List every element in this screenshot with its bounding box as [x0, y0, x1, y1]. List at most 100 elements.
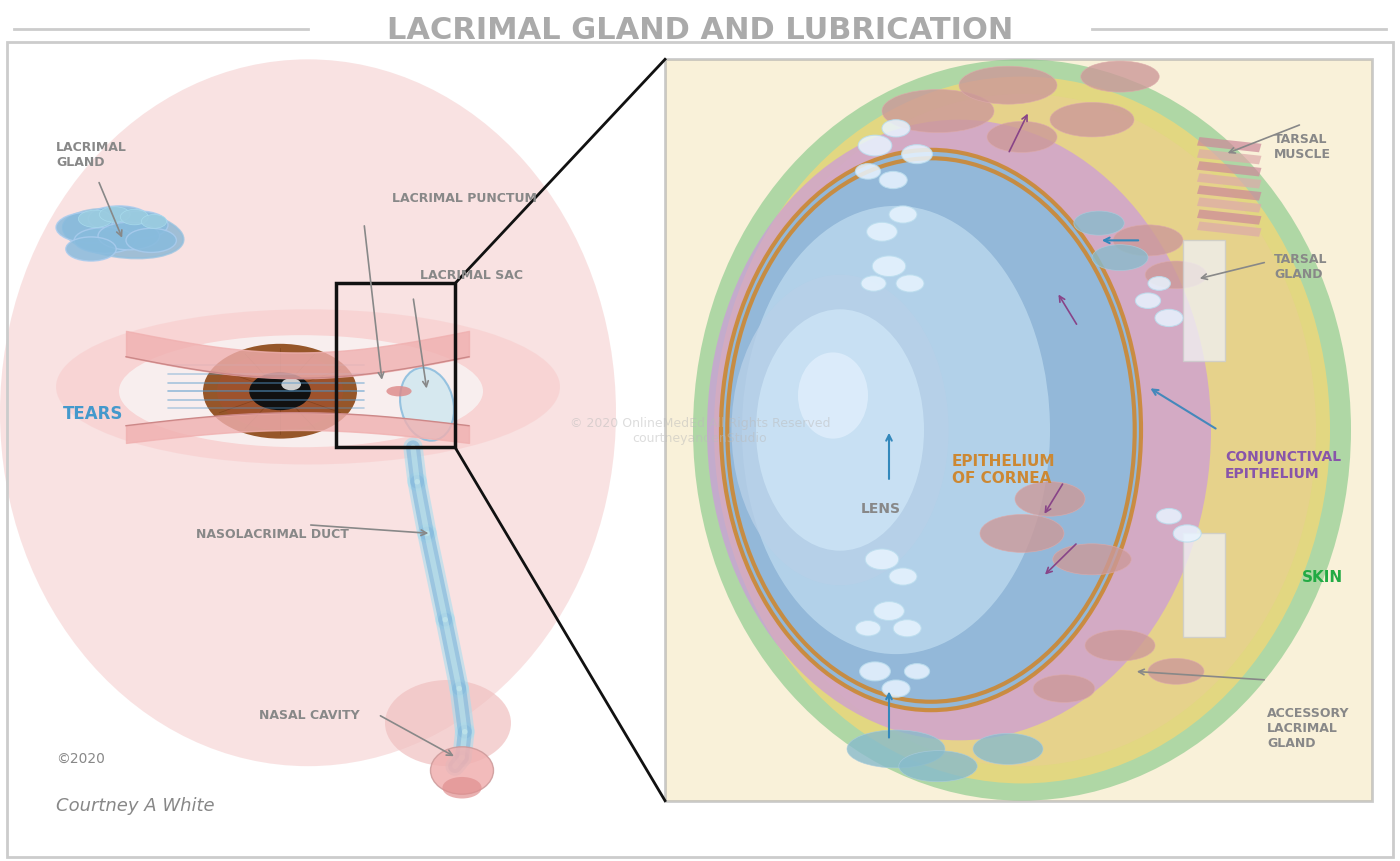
Ellipse shape	[882, 90, 994, 133]
Ellipse shape	[714, 77, 1330, 784]
Circle shape	[855, 164, 881, 180]
Ellipse shape	[1033, 675, 1095, 703]
Text: © 2020 OnlineMedEd All Rights Reserved
courtneyandenStudio: © 2020 OnlineMedEd All Rights Reserved c…	[570, 417, 830, 444]
Ellipse shape	[693, 60, 1351, 801]
Circle shape	[855, 621, 881, 636]
Text: TEARS: TEARS	[63, 405, 123, 422]
Circle shape	[1135, 294, 1161, 309]
Circle shape	[861, 276, 886, 292]
Text: SKIN: SKIN	[1302, 569, 1343, 585]
Circle shape	[281, 379, 301, 391]
Ellipse shape	[1074, 212, 1124, 236]
Bar	[1197, 198, 1261, 214]
Ellipse shape	[1015, 482, 1085, 517]
Circle shape	[860, 662, 890, 681]
Ellipse shape	[731, 276, 949, 585]
Ellipse shape	[899, 751, 977, 782]
Circle shape	[1148, 277, 1170, 291]
Ellipse shape	[56, 310, 560, 465]
Bar	[1197, 174, 1261, 189]
Circle shape	[867, 223, 897, 242]
Ellipse shape	[1053, 544, 1131, 575]
Ellipse shape	[728, 95, 1316, 766]
Ellipse shape	[63, 209, 183, 259]
Circle shape	[249, 373, 311, 411]
Text: CONJUNCTIVAL
EPITHELIUM: CONJUNCTIVAL EPITHELIUM	[1225, 449, 1341, 480]
Ellipse shape	[1145, 262, 1207, 289]
Ellipse shape	[756, 310, 924, 551]
Circle shape	[858, 136, 892, 157]
Bar	[1183, 241, 1225, 362]
Circle shape	[889, 568, 917, 585]
Text: LACRIMAL GLAND AND LUBRICATION: LACRIMAL GLAND AND LUBRICATION	[386, 15, 1014, 45]
Text: NASOLACRIMAL DUCT: NASOLACRIMAL DUCT	[196, 527, 349, 541]
Bar	[1197, 186, 1261, 201]
Ellipse shape	[400, 369, 454, 441]
Ellipse shape	[1092, 245, 1148, 271]
Ellipse shape	[987, 122, 1057, 153]
Ellipse shape	[99, 208, 130, 223]
Text: EPITHELIUM
OF CORNEA: EPITHELIUM OF CORNEA	[952, 453, 1056, 486]
Bar	[1197, 222, 1261, 238]
Ellipse shape	[126, 229, 176, 253]
Circle shape	[874, 602, 904, 621]
Ellipse shape	[959, 67, 1057, 105]
Ellipse shape	[385, 680, 511, 766]
Ellipse shape	[98, 223, 160, 251]
Circle shape	[872, 257, 906, 277]
Ellipse shape	[78, 211, 112, 228]
Ellipse shape	[1050, 103, 1134, 138]
Circle shape	[882, 680, 910, 697]
Ellipse shape	[980, 515, 1064, 553]
Bar	[1183, 534, 1225, 637]
Ellipse shape	[386, 387, 412, 397]
Circle shape	[902, 146, 932, 164]
Bar	[1197, 138, 1261, 153]
Bar	[1197, 162, 1261, 177]
Circle shape	[882, 121, 910, 138]
Text: ©2020: ©2020	[56, 751, 105, 765]
Circle shape	[889, 207, 917, 224]
Ellipse shape	[74, 228, 136, 254]
Circle shape	[896, 276, 924, 293]
Circle shape	[879, 172, 907, 189]
Ellipse shape	[141, 215, 167, 229]
Text: LENS: LENS	[861, 501, 902, 515]
Bar	[1197, 150, 1261, 165]
Ellipse shape	[431, 747, 493, 794]
Ellipse shape	[973, 734, 1043, 765]
Ellipse shape	[56, 213, 126, 244]
Ellipse shape	[1085, 630, 1155, 661]
Circle shape	[217, 353, 343, 430]
Ellipse shape	[119, 336, 483, 448]
Ellipse shape	[0, 60, 616, 766]
Circle shape	[893, 620, 921, 637]
Text: LACRIMAL PUNCTUM: LACRIMAL PUNCTUM	[392, 191, 536, 205]
Ellipse shape	[847, 730, 945, 768]
Circle shape	[1156, 509, 1182, 524]
Bar	[336, 284, 455, 448]
Ellipse shape	[1081, 62, 1159, 93]
Bar	[1197, 210, 1261, 226]
Ellipse shape	[120, 210, 148, 226]
Bar	[665, 60, 1372, 801]
Circle shape	[1155, 310, 1183, 327]
Circle shape	[1173, 525, 1201, 542]
Text: LACRIMAL SAC: LACRIMAL SAC	[420, 269, 524, 282]
Ellipse shape	[112, 212, 168, 239]
Text: NASAL CAVITY: NASAL CAVITY	[259, 708, 360, 722]
Text: TARSAL
MUSCLE: TARSAL MUSCLE	[1274, 133, 1331, 160]
Ellipse shape	[88, 207, 150, 232]
Ellipse shape	[1148, 659, 1204, 684]
Ellipse shape	[66, 238, 116, 262]
Circle shape	[865, 549, 899, 570]
Circle shape	[904, 664, 930, 679]
Ellipse shape	[721, 151, 1141, 710]
Text: TARSAL
GLAND: TARSAL GLAND	[1274, 253, 1327, 281]
Ellipse shape	[442, 777, 482, 799]
Ellipse shape	[707, 121, 1211, 740]
Ellipse shape	[798, 353, 868, 439]
Ellipse shape	[1113, 226, 1183, 257]
Text: ACCESSORY
LACRIMAL
GLAND: ACCESSORY LACRIMAL GLAND	[1267, 706, 1350, 749]
Text: Courtney A White: Courtney A White	[56, 796, 214, 814]
